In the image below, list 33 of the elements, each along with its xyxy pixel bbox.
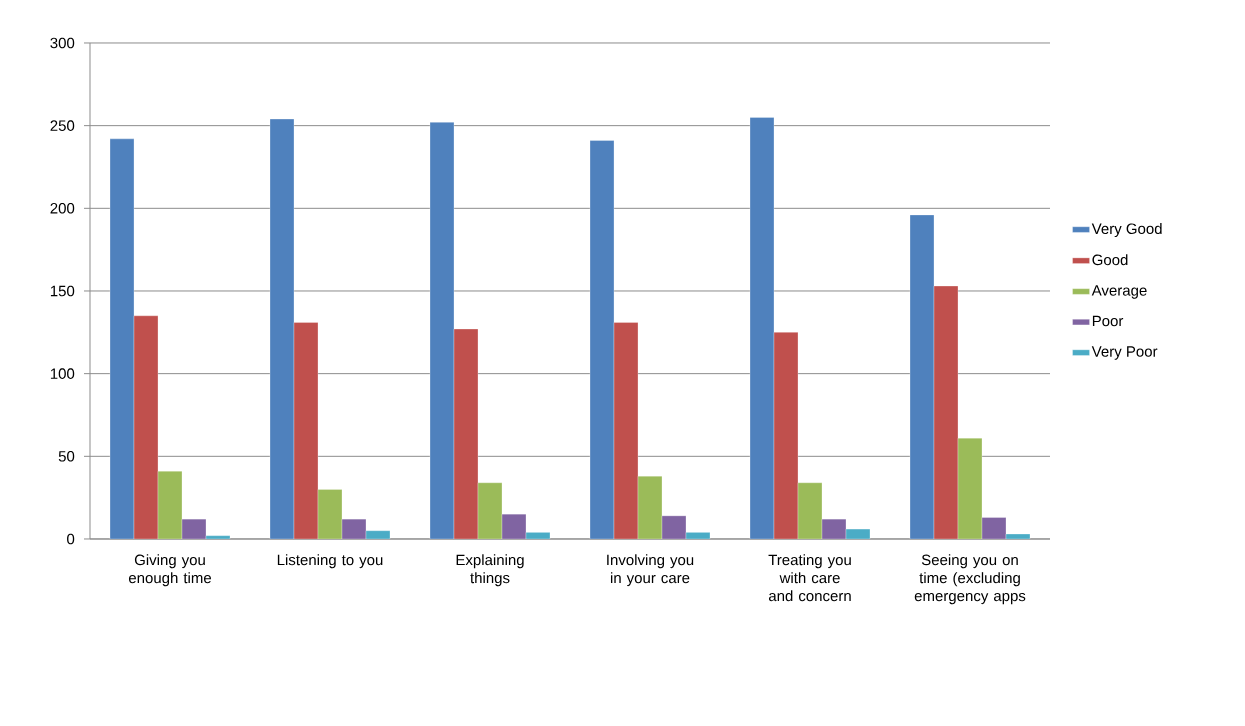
legend-label: Average xyxy=(1091,285,1147,299)
bar xyxy=(909,214,935,539)
y-tick-label: 250 xyxy=(50,120,75,131)
bar xyxy=(613,322,639,539)
y-tick-label: 200 xyxy=(50,203,75,214)
bar xyxy=(773,332,799,539)
y-tick-label: 100 xyxy=(50,368,75,379)
bar xyxy=(453,328,479,539)
y-tick-label: 0 xyxy=(67,533,75,545)
x-tick-label: Seeing you on time (excluding emergency apps xyxy=(914,554,1026,605)
bar xyxy=(109,138,135,539)
y-tick-label: 300 xyxy=(50,37,75,49)
bar xyxy=(477,482,503,539)
bar xyxy=(589,140,615,539)
bar xyxy=(957,437,983,539)
legend-label: Very Poor xyxy=(1091,346,1158,360)
x-tick-label: Giving you enough time xyxy=(128,554,212,587)
x-tick-label: Involving you in your care xyxy=(607,554,694,587)
x-tick-label: Explaining things xyxy=(456,554,524,587)
legend-label: Very Good xyxy=(1091,223,1162,238)
legend-label: Poor xyxy=(1092,315,1124,327)
bar xyxy=(749,117,775,539)
x-tick-label: Listening to you xyxy=(277,554,383,569)
bar xyxy=(797,482,823,539)
bar xyxy=(294,322,319,539)
bar xyxy=(133,315,159,539)
bar xyxy=(429,122,455,539)
y-tick-label: 150 xyxy=(50,285,75,297)
bar xyxy=(270,119,295,539)
legend-label: Good xyxy=(1092,254,1128,266)
x-tick-label: Treating you with care and concern xyxy=(768,554,851,602)
bar xyxy=(933,285,959,539)
y-tick-label: 50 xyxy=(58,451,75,462)
